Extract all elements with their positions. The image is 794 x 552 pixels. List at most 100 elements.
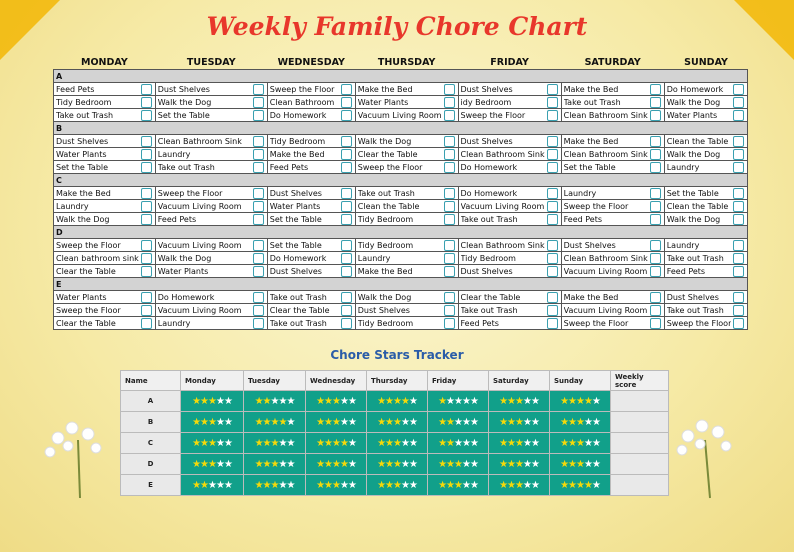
checkbox[interactable] [733,149,745,160]
checkbox[interactable] [733,214,745,225]
checkbox[interactable] [140,253,152,264]
checkbox[interactable] [546,253,558,264]
checkbox[interactable] [733,253,745,264]
checkbox[interactable] [252,110,264,121]
checkbox[interactable] [733,266,745,277]
checkbox[interactable] [140,240,152,251]
checkbox[interactable] [443,84,455,95]
checkbox[interactable] [649,253,661,264]
checkbox[interactable] [443,305,455,316]
checkbox[interactable] [546,162,558,173]
checkbox[interactable] [649,318,661,329]
checkbox[interactable] [443,318,455,329]
checkbox[interactable] [546,110,558,121]
checkbox[interactable] [340,253,352,264]
checkbox[interactable] [443,292,455,303]
checkbox[interactable] [649,266,661,277]
checkbox[interactable] [443,188,455,199]
checkbox[interactable] [340,266,352,277]
checkbox[interactable] [140,266,152,277]
checkbox[interactable] [443,136,455,147]
checkbox[interactable] [340,201,352,212]
checkbox[interactable] [443,214,455,225]
checkbox[interactable] [140,97,152,108]
checkbox[interactable] [443,97,455,108]
checkbox[interactable] [546,305,558,316]
checkbox[interactable] [340,292,352,303]
checkbox[interactable] [733,162,745,173]
checkbox[interactable] [140,188,152,199]
checkbox[interactable] [252,266,264,277]
checkbox[interactable] [733,188,745,199]
checkbox[interactable] [340,97,352,108]
checkbox[interactable] [649,149,661,160]
checkbox[interactable] [443,110,455,121]
checkbox[interactable] [443,162,455,173]
checkbox[interactable] [733,201,745,212]
checkbox[interactable] [649,188,661,199]
checkbox[interactable] [546,292,558,303]
checkbox[interactable] [443,149,455,160]
checkbox[interactable] [252,84,264,95]
checkbox[interactable] [443,266,455,277]
checkbox[interactable] [649,305,661,316]
checkbox[interactable] [140,214,152,225]
checkbox[interactable] [252,318,264,329]
checkbox[interactable] [649,214,661,225]
checkbox[interactable] [140,84,152,95]
checkbox[interactable] [649,162,661,173]
checkbox[interactable] [340,84,352,95]
checkbox[interactable] [140,162,152,173]
checkbox[interactable] [340,318,352,329]
checkbox[interactable] [546,149,558,160]
checkbox[interactable] [340,214,352,225]
checkbox[interactable] [546,188,558,199]
checkbox[interactable] [733,97,745,108]
checkbox[interactable] [340,240,352,251]
checkbox[interactable] [649,292,661,303]
checkbox[interactable] [546,266,558,277]
checkbox[interactable] [649,110,661,121]
checkbox[interactable] [733,136,745,147]
checkbox[interactable] [443,201,455,212]
checkbox[interactable] [443,240,455,251]
checkbox[interactable] [546,318,558,329]
checkbox[interactable] [340,162,352,173]
checkbox[interactable] [252,240,264,251]
checkbox[interactable] [140,136,152,147]
checkbox[interactable] [252,214,264,225]
checkbox[interactable] [140,110,152,121]
checkbox[interactable] [252,162,264,173]
checkbox[interactable] [546,84,558,95]
checkbox[interactable] [649,84,661,95]
checkbox[interactable] [546,201,558,212]
checkbox[interactable] [546,136,558,147]
checkbox[interactable] [733,110,745,121]
checkbox[interactable] [252,305,264,316]
checkbox[interactable] [252,201,264,212]
checkbox[interactable] [340,305,352,316]
checkbox[interactable] [252,149,264,160]
checkbox[interactable] [140,318,152,329]
checkbox[interactable] [340,110,352,121]
checkbox[interactable] [733,240,745,251]
checkbox[interactable] [649,136,661,147]
checkbox[interactable] [649,97,661,108]
checkbox[interactable] [649,240,661,251]
checkbox[interactable] [340,188,352,199]
checkbox[interactable] [733,84,745,95]
checkbox[interactable] [252,136,264,147]
checkbox[interactable] [252,97,264,108]
checkbox[interactable] [546,214,558,225]
checkbox[interactable] [443,253,455,264]
checkbox[interactable] [140,149,152,160]
checkbox[interactable] [340,149,352,160]
checkbox[interactable] [546,240,558,251]
checkbox[interactable] [733,305,745,316]
checkbox[interactable] [140,305,152,316]
checkbox[interactable] [252,253,264,264]
checkbox[interactable] [140,292,152,303]
checkbox[interactable] [546,97,558,108]
checkbox[interactable] [733,318,745,329]
checkbox[interactable] [140,201,152,212]
